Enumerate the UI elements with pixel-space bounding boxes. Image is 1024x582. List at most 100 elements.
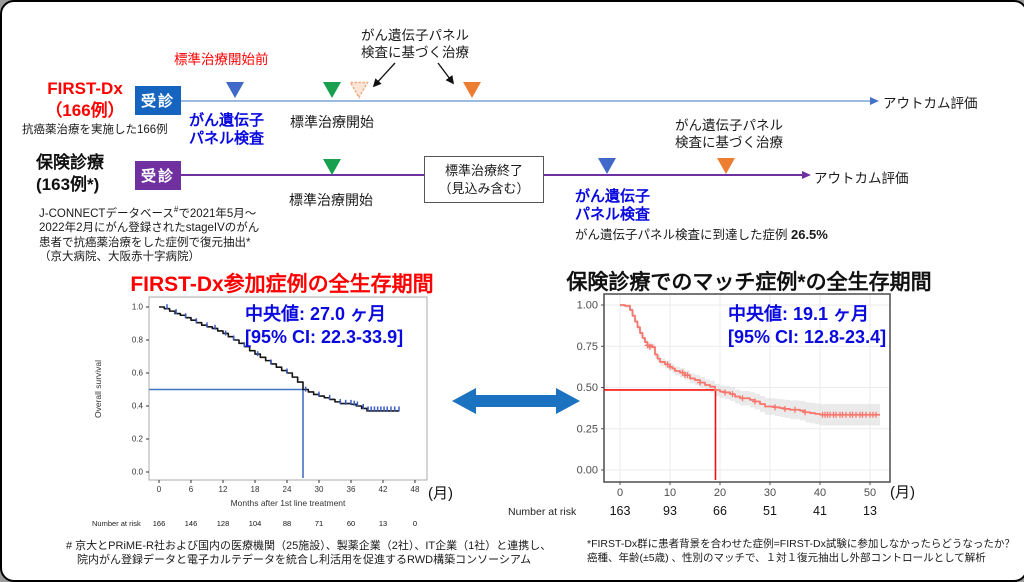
svg-text:51: 51 xyxy=(763,504,777,518)
text-line: 院内がん登録データと電子カルテデータを統合し利活用を促進するRWD構築コンソーシ… xyxy=(66,554,532,567)
arm2-panel-treatment-label-line2: 検査に基づく治療 xyxy=(675,134,783,150)
svg-text:30: 30 xyxy=(764,487,776,499)
svg-text:40: 40 xyxy=(814,487,826,499)
svg-text:6: 6 xyxy=(189,485,194,494)
svg-text:30: 30 xyxy=(315,485,324,494)
text-line: *FIRST-Dx群に患者背景を合わせた症例=FIRST-Dx試験に参加しなかっ… xyxy=(587,538,1015,550)
svg-text:36: 36 xyxy=(347,485,356,494)
svg-text:0.00: 0.00 xyxy=(577,465,598,477)
svg-text:0.2: 0.2 xyxy=(132,435,144,444)
arm2-visit-box: 受診 xyxy=(135,161,181,190)
jconnect-source-note: J-CONNECTデータベース#で2021年5月～ 2022年2月にがん登録され… xyxy=(39,205,259,265)
jconnect-note-sup: # xyxy=(173,205,179,214)
arm2-soc-start-triangle-icon xyxy=(323,159,341,175)
jconnect-note-line1a: J-CONNECTデータベース xyxy=(39,207,174,220)
svg-text:50: 50 xyxy=(864,487,876,499)
arm1-panel-test-label-line1: がん遺伝子 xyxy=(189,112,265,129)
svg-text:146: 146 xyxy=(185,519,198,528)
arm1-panel-test-triangle-icon xyxy=(226,82,244,98)
km-chart-insurance-match: 0.00 0.25 0.50 0.75 1.00 0 10 20 30 40 50 Number at… xyxy=(508,293,891,518)
jconnect-note-rest: 2022年2月にがん登録されたstageIVのがん 患者で抗癌薬治療をした症例で復… xyxy=(39,221,259,264)
text-line: （京大病院、大阪赤十字病院） xyxy=(39,251,200,264)
svg-text:20: 20 xyxy=(714,487,726,499)
svg-text:0.8: 0.8 xyxy=(132,336,144,345)
arm2-panel-treatment-label: がん遺伝子パネル 検査に基づく治療 xyxy=(669,118,789,152)
svg-text:166: 166 xyxy=(153,519,166,528)
svg-text:1.0: 1.0 xyxy=(132,303,144,312)
arm1-visit-box: 受診 xyxy=(135,86,181,115)
svg-text:0: 0 xyxy=(617,487,623,499)
svg-text:1.00: 1.00 xyxy=(577,300,598,312)
svg-text:0: 0 xyxy=(157,485,162,494)
km-left-median-annotation: 中央値: 27.0 ヶ月 [95% CI: 22.3-33.9] xyxy=(245,303,403,348)
svg-text:18: 18 xyxy=(251,485,260,494)
km-right-median-annotation: 中央値: 19.1 ヶ月 [95% CI: 12.8-23.4] xyxy=(728,303,886,348)
svg-text:24: 24 xyxy=(283,485,292,494)
panel-reach-rate-note: がん遺伝子パネル検査に到達した症例 26.5% xyxy=(575,224,828,243)
svg-text:42: 42 xyxy=(379,485,388,494)
svg-text:0.0: 0.0 xyxy=(132,468,144,477)
svg-text:Months after 1st line treatmen: Months after 1st line treatment xyxy=(231,498,346,508)
arm1-planned-panel-treatment-triangle-icon xyxy=(349,81,369,99)
arm1-title-line1: FIRST-Dx xyxy=(47,79,123,98)
svg-text:0.50: 0.50 xyxy=(577,382,598,394)
jconnect-note-line1: J-CONNECTデータベース#で2021年5月～ xyxy=(39,205,259,221)
arm2-outcome-label: アウトカム評価 xyxy=(814,171,909,186)
arm2-title-line2: (163例*) xyxy=(36,175,100,195)
km-left-title: FIRST-Dx参加症例の全生存期間 xyxy=(130,273,434,296)
svg-text:60: 60 xyxy=(347,519,355,528)
arm2-soc-end-line2: （見込み含む） xyxy=(438,180,530,196)
arm1-soc-start-label: 標準治療開始 xyxy=(290,114,374,130)
arm2-soc-start-label: 標準治療開始 xyxy=(289,192,373,208)
km-right-median-line1: 中央値: 19.1 ヶ月 xyxy=(728,304,870,324)
compare-double-arrow-icon xyxy=(452,388,580,414)
arm1-pre-soc-label: 標準治療開始前 xyxy=(174,52,269,67)
arm2-soc-end-box: 標準治療終了 （見込み含む） xyxy=(424,156,544,203)
arm1-panel-treatment-label: がん遺伝子パネル 検査に基づく治療 xyxy=(356,28,474,62)
svg-text:Number at risk: Number at risk xyxy=(92,519,141,528)
footnote-matching-method: *FIRST-Dx群に患者背景を合わせた症例=FIRST-Dx試験に参加しなかっ… xyxy=(587,538,1015,565)
svg-text:13: 13 xyxy=(379,519,387,528)
panel-reach-rate-value: 26.5% xyxy=(790,227,828,242)
text-line: 2022年2月にがん登録されたstageIVのがん xyxy=(39,222,260,235)
km-chart-first-dx: 0.0 0.2 0.4 0.6 0.8 1.0 0 6 12 18 24 30 36 42 48 Months… xyxy=(92,296,428,528)
arm2-title: 保険診療 (163例*) xyxy=(36,152,156,196)
arm1-timeline-line xyxy=(181,100,871,102)
panel-treatment-pointer-arrows-icon xyxy=(372,62,455,88)
km-left-ci-line2: [95% CI: 22.3-33.9] xyxy=(245,326,404,347)
svg-text:Number at risk: Number at risk xyxy=(508,506,577,518)
arm2-timeline-arrowhead-icon xyxy=(802,170,811,179)
arm2-panel-treatment-label-line1: がん遺伝子パネル xyxy=(675,118,783,133)
arm2-panel-test-label-line1: がん遺伝子 xyxy=(575,188,651,205)
arm2-panel-test-label: がん遺伝子 パネル検査 xyxy=(575,188,650,223)
svg-text:163: 163 xyxy=(610,504,631,518)
svg-text:66: 66 xyxy=(713,504,727,518)
svg-text:0.75: 0.75 xyxy=(577,341,598,353)
svg-text:Overall survival: Overall survival xyxy=(93,360,103,418)
arm1-panel-treatment-label-line2: 検査に基づく治療 xyxy=(361,44,469,60)
arm2-panel-treatment-triangle-icon xyxy=(717,158,735,174)
arm1-title: FIRST-Dx （166例） xyxy=(30,78,140,122)
text-line: 患者で抗癌薬治療をした症例で復元抽出* xyxy=(39,236,251,249)
svg-text:12: 12 xyxy=(219,485,228,494)
arm1-soc-start-triangle-icon xyxy=(323,82,341,98)
svg-text:48: 48 xyxy=(411,485,420,494)
arm2-timeline-line-left xyxy=(181,174,424,176)
svg-text:71: 71 xyxy=(315,519,323,528)
arm1-panel-test-label-line2: パネル検査 xyxy=(189,129,265,147)
svg-text:104: 104 xyxy=(249,519,262,528)
svg-text:93: 93 xyxy=(663,504,677,518)
arm2-soc-end-line1: 標準治療終了 xyxy=(444,162,523,178)
svg-text:0: 0 xyxy=(413,519,417,528)
km-right-month-unit-label: (月) xyxy=(890,484,915,501)
svg-text:13: 13 xyxy=(863,504,877,518)
svg-text:0.4: 0.4 xyxy=(132,402,144,411)
km-left-month-unit-label: (月) xyxy=(428,485,453,502)
text-line: 癌種、年齢(±5歳) 、性別のマッチで、１対１復元抽出し外部コントロールとして解… xyxy=(587,551,986,564)
km-right-title: 保険診療でのマッチ症例*の全生存期間 xyxy=(566,271,932,294)
arm1-panel-treatment-triangle-icon xyxy=(463,82,481,98)
svg-text:128: 128 xyxy=(217,519,230,528)
arm2-title-line1: 保険診療 xyxy=(36,153,104,172)
arm2-timeline-line-right xyxy=(542,174,803,176)
